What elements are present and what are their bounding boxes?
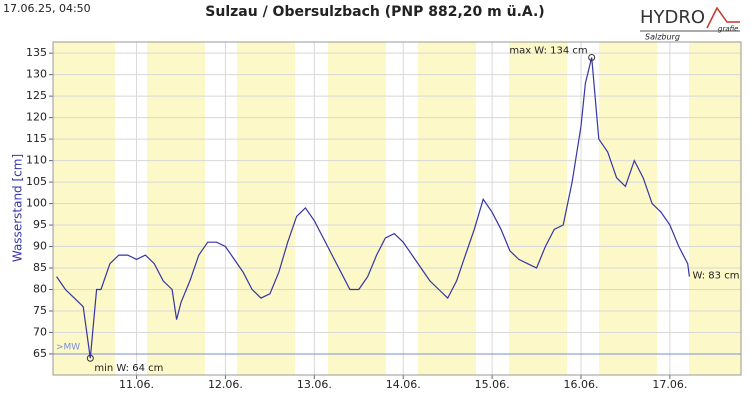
x-tick-label: 15.06. [475, 378, 510, 391]
x-tick-label: 17.06. [652, 378, 687, 391]
logo: HYDRO grafie Salzburg [640, 6, 740, 42]
y-tick-label: 130 [26, 68, 47, 81]
y-tick-label: 70 [33, 325, 47, 338]
x-tick-label: 13.06. [297, 378, 332, 391]
plot: 65 70 75 80 85 90 95 100 105 110 115 120 125 130 135 11… [26, 42, 741, 391]
band [418, 42, 476, 375]
y-tick-label: 95 [33, 218, 47, 231]
logo-region: Salzburg [645, 33, 680, 42]
timestamp: 17.06.25, 04:50 [3, 2, 91, 15]
x-tick-label: 16.06. [564, 378, 599, 391]
band [509, 42, 567, 375]
y-tick-label: 115 [26, 132, 47, 145]
y-tick-label: 100 [26, 197, 47, 210]
y-tick-label: 80 [33, 282, 47, 295]
band [328, 42, 386, 375]
y-tick-label: 110 [26, 154, 47, 167]
day-bands [53, 42, 741, 375]
annotation-marker [588, 53, 596, 61]
plot-frame [52, 41, 742, 376]
y-axis-title: Wasserstand [cm] [11, 154, 25, 262]
y-tick-label: 65 [33, 347, 47, 360]
band [53, 42, 115, 375]
series-line [56, 57, 690, 359]
annotation: min W: 64 cm [94, 363, 163, 374]
y-tick-label: 90 [33, 240, 47, 253]
chart-title: Sulzau / Obersulzbach (PNP 882,20 m ü.A.… [205, 4, 544, 20]
y-tick-label: 125 [26, 89, 47, 102]
band [599, 42, 657, 375]
y-tick-label: 135 [26, 46, 47, 59]
band [147, 42, 205, 375]
logo-peak [706, 6, 740, 29]
band [237, 42, 295, 375]
x-tick-label: 12.06. [208, 378, 243, 391]
y-tick-label: 85 [33, 261, 47, 274]
y-tick-label: 105 [26, 175, 47, 188]
mw-label: >MW [56, 342, 80, 352]
annotation: max W: 134 cm [509, 45, 587, 56]
annotation-marker [86, 354, 94, 362]
logo-main: HYDRO [640, 7, 705, 28]
band [689, 42, 741, 375]
x-tick-label: 14.06. [386, 378, 421, 391]
x-tick-label: 11.06. [119, 378, 154, 391]
y-tick-label: 75 [33, 304, 47, 317]
annotation: W: 83 cm [692, 271, 739, 282]
y-tick-label: 120 [26, 111, 47, 124]
logo-sub: grafie [718, 25, 738, 33]
